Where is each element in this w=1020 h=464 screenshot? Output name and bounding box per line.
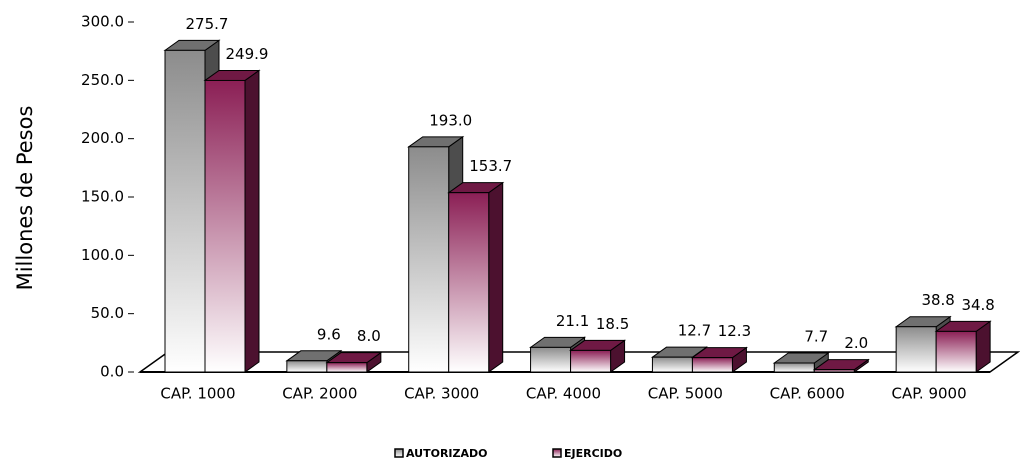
bar (690, 346, 748, 373)
y-tick-label: 50.0 (91, 304, 124, 322)
value-label: 153.7 (469, 157, 512, 175)
bar-front (813, 369, 855, 373)
bar-front (286, 360, 328, 373)
value-label: 2.0 (844, 334, 868, 352)
bar-front (935, 330, 977, 373)
x-tick-label: CAP. 1000 (160, 385, 235, 403)
bar-side (244, 69, 260, 373)
x-tick-label: CAP. 6000 (770, 385, 845, 403)
legend-swatch (394, 448, 404, 458)
bar-front (773, 362, 815, 373)
value-label: 34.8 (961, 296, 994, 314)
bar (934, 320, 992, 373)
value-label: 275.7 (186, 15, 229, 33)
bar-front (691, 357, 733, 373)
value-label: 21.1 (556, 312, 589, 330)
bar (447, 181, 505, 373)
value-label: 38.8 (921, 291, 954, 309)
value-label: 9.6 (317, 325, 341, 343)
y-tick-label: 100.0 (81, 246, 124, 264)
value-label: 18.5 (596, 315, 629, 333)
bar-front (326, 362, 368, 373)
bar-front (530, 346, 572, 373)
value-label: 12.3 (718, 322, 751, 340)
bar (569, 339, 627, 373)
bar-front (651, 356, 693, 373)
y-tick-label: 250.0 (81, 71, 124, 89)
bar (812, 358, 870, 373)
bar-side (488, 181, 504, 373)
x-tick-label: CAP. 4000 (526, 385, 601, 403)
y-tick-label: 300.0 (81, 13, 124, 31)
bar-front (895, 326, 937, 373)
x-tick-label: CAP. 9000 (891, 385, 966, 403)
x-tick-label: CAP. 5000 (648, 385, 723, 403)
bar (203, 69, 261, 373)
y-tick-label: 0.0 (100, 363, 124, 381)
bar-front (570, 349, 612, 373)
value-label: 193.0 (429, 111, 472, 129)
bar-front (164, 49, 206, 373)
legend-swatch (552, 448, 562, 458)
bar-front (408, 146, 450, 373)
y-tick-label: 200.0 (81, 129, 124, 147)
bar (325, 351, 383, 373)
legend-label: EJERCIDO (564, 447, 622, 460)
x-tick-label: CAP. 2000 (282, 385, 357, 403)
value-label: 12.7 (678, 322, 711, 340)
y-tick-label: 150.0 (81, 188, 124, 206)
value-label: 249.9 (226, 45, 269, 63)
value-label: 7.7 (804, 328, 828, 346)
value-label: 8.0 (357, 327, 381, 345)
bar-front (204, 79, 246, 373)
x-tick-label: CAP. 3000 (404, 385, 479, 403)
bar-front (448, 192, 490, 373)
legend-label: AUTORIZADO (406, 447, 488, 460)
y-axis-label: Millones de Pesos (13, 106, 37, 291)
